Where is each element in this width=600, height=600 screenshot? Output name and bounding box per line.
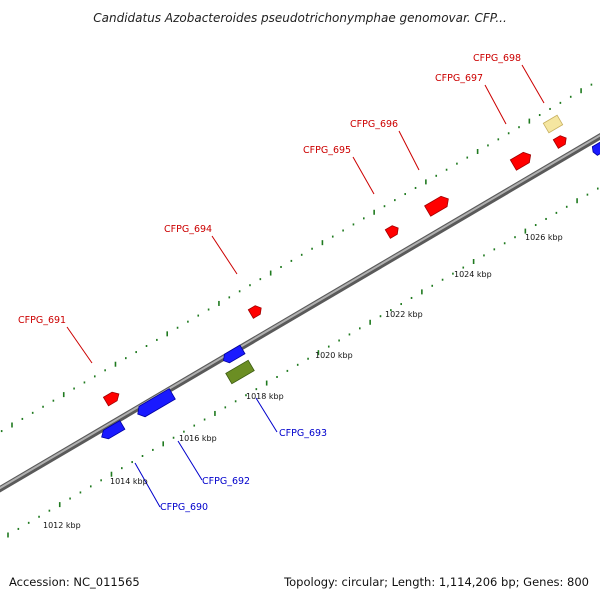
scale-label-1024: 1024 kbp <box>454 270 492 279</box>
label-leader-line <box>66 326 93 364</box>
scale-label-1014: 1014 kbp <box>110 477 148 486</box>
gene-label-cfpg-691[interactable]: CFPG_691 <box>18 315 66 326</box>
label-leader-line <box>255 397 278 433</box>
gene-label-cfpg-693[interactable]: CFPG_693 <box>279 428 327 439</box>
label-leader-line <box>398 130 420 171</box>
gene-label-cfpg-698[interactable]: CFPG_698 <box>473 53 521 64</box>
label-leader-line <box>484 84 507 125</box>
label-leader-line <box>521 64 545 104</box>
gene-unlabeled-forward[interactable] <box>552 134 568 149</box>
gene-cfpg-698[interactable] <box>542 114 564 134</box>
scale-label-1018: 1018 kbp <box>246 392 284 401</box>
gene-cfpg-691[interactable] <box>102 390 121 407</box>
scale-label-1026: 1026 kbp <box>525 233 563 242</box>
gene-cfpg-693[interactable] <box>225 359 255 385</box>
accession-text: Accession: NC_011565 <box>9 575 140 589</box>
gene-label-cfpg-697[interactable]: CFPG_697 <box>435 73 483 84</box>
gene-cfpg-692[interactable] <box>135 388 176 420</box>
label-leader-line <box>134 462 161 508</box>
scale-label-1022: 1022 kbp <box>385 310 423 319</box>
gene-label-cfpg-690[interactable]: CFPG_690 <box>160 502 208 513</box>
gene-label-cfpg-695[interactable]: CFPG_695 <box>303 145 351 156</box>
gene-label-cfpg-692[interactable]: CFPG_692 <box>202 476 250 487</box>
gene-cfpg-696[interactable] <box>424 194 452 217</box>
gene-cfpg-694[interactable] <box>247 304 263 319</box>
gene-unlabeled-reverse[interactable] <box>221 344 246 365</box>
label-leader-line <box>177 440 203 481</box>
gene-cfpg-690[interactable] <box>99 420 126 442</box>
gene-edge-reverse[interactable] <box>591 139 600 157</box>
scale-label-1012: 1012 kbp <box>43 521 81 530</box>
genome-summary-text: Topology: circular; Length: 1,114,206 bp… <box>283 575 589 589</box>
label-leader-line <box>211 235 238 275</box>
gene-cfpg-697[interactable] <box>509 150 533 171</box>
gene-label-cfpg-694[interactable]: CFPG_694 <box>164 224 212 235</box>
gene-cfpg-695[interactable] <box>384 224 400 239</box>
scale-label-1016: 1016 kbp <box>179 434 217 443</box>
label-leader-line <box>352 156 375 195</box>
scale-ticks <box>0 83 599 538</box>
gene-label-cfpg-696[interactable]: CFPG_696 <box>350 119 398 130</box>
scale-label-1020: 1020 kbp <box>315 351 353 360</box>
chromosome-backbone <box>0 133 600 493</box>
map-title: Candidatus Azobacteroides pseudotrichony… <box>93 11 507 25</box>
